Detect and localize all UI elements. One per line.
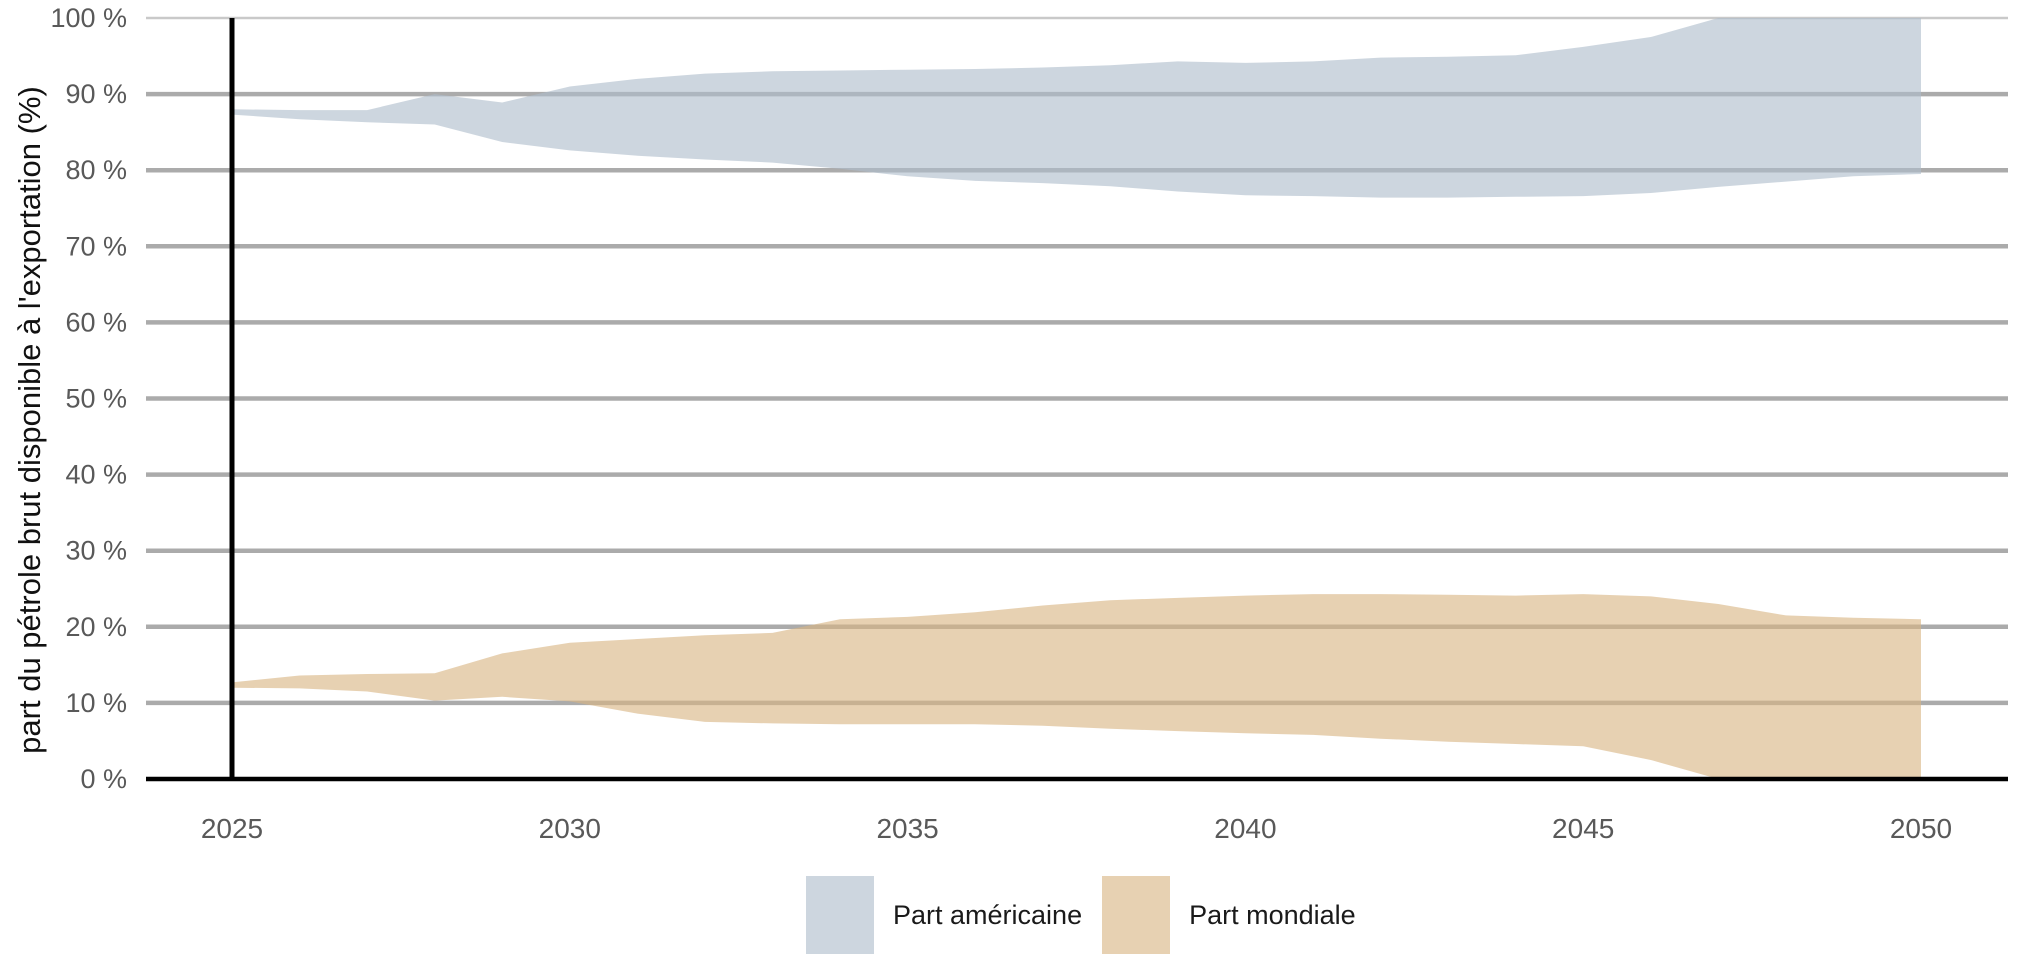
legend-swatch-part-mondiale [1102, 876, 1171, 954]
y-tick-label-70: 70 % [65, 231, 127, 261]
legend-label-part-mondiale: Part mondiale [1189, 899, 1356, 930]
x-tick-label-2035: 2035 [876, 813, 938, 844]
y-tick-label-30: 30 % [65, 536, 127, 566]
x-tick-label-2045: 2045 [1552, 813, 1614, 844]
legend-label-part-americaine: Part américaine [893, 899, 1083, 930]
y-tick-label-10: 10 % [65, 688, 127, 718]
legend: Part américaine Part mondiale [806, 876, 1356, 954]
y-tick-label-50: 50 % [65, 384, 127, 414]
y-tick-label-60: 60 % [65, 307, 127, 337]
legend-item-part-americaine: Part américaine [806, 876, 1082, 954]
x-tick-label-2050: 2050 [1890, 813, 1952, 844]
x-tick-label-2025: 2025 [201, 813, 263, 844]
band-part-americaine [232, 18, 1921, 198]
y-tick-label-80: 80 % [65, 155, 127, 185]
y-tick-label-100: 100 % [50, 3, 127, 33]
legend-swatch-part-americaine [806, 876, 874, 954]
x-tick-label-2040: 2040 [1214, 813, 1276, 844]
y-tick-label-90: 90 % [65, 79, 127, 109]
legend-item-part-mondiale: Part mondiale [1102, 876, 1356, 954]
y-tick-label-20: 20 % [65, 612, 127, 642]
band-part-mondiale [232, 594, 1921, 779]
chart-svg: 0 % 10 % 20 % 30 % 40 % 50 % 60 % 70 % 80 % 90 % 1… [50, 3, 2008, 844]
y-tick-label-0: 0 % [80, 764, 127, 794]
y-tick-label-40: 40 % [65, 460, 127, 490]
x-tick-label-2030: 2030 [539, 813, 601, 844]
